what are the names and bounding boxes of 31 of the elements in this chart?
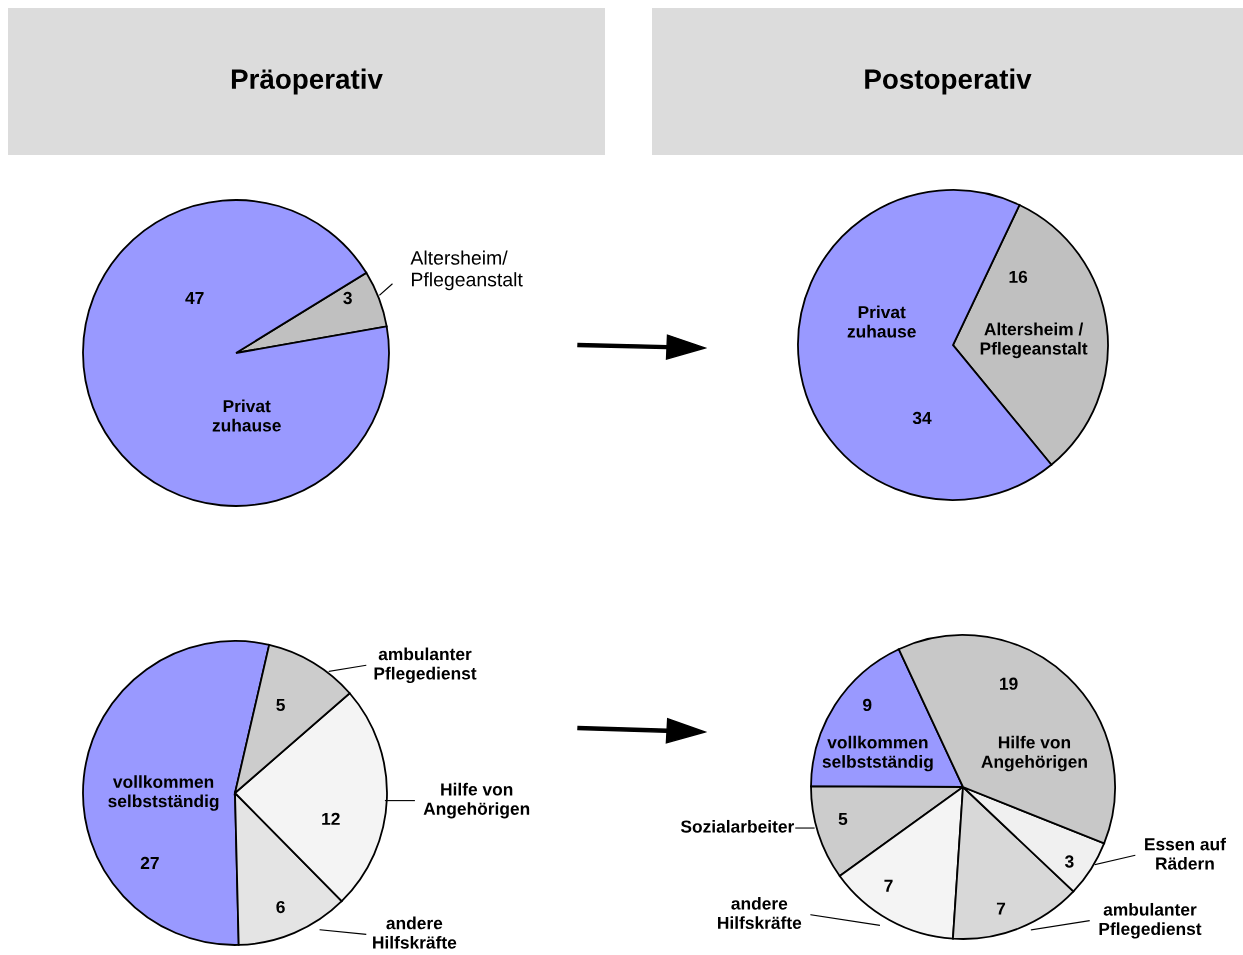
data-label: 12	[322, 812, 340, 825]
data-label: 34	[912, 411, 932, 425]
slice-label: Sozialarbeiter	[680, 819, 795, 833]
data-label: 6	[276, 900, 285, 914]
data-label: 3	[1064, 855, 1074, 868]
slice-label: Privat zuhause	[847, 305, 916, 338]
data-label: 5	[276, 698, 285, 712]
slice-label: vollkommen selbstständig	[108, 775, 219, 811]
data-label: 5	[838, 812, 848, 826]
data-label: 16	[1009, 270, 1028, 284]
data-label: 27	[140, 856, 159, 869]
chart-title: Postoperativ	[865, 68, 1032, 95]
chart-title: Präoperativ	[231, 68, 383, 95]
data-label: 9	[863, 698, 872, 712]
slice-label: Essen auf Rädern	[1145, 837, 1226, 870]
slice-label: vollkommen selbstständig	[822, 735, 933, 772]
data-label: 47	[185, 292, 204, 304]
slice-label: Altersheim / Pflegeanstalt	[980, 322, 1088, 359]
slice-label: Hilfe von Angehörigen	[981, 735, 1087, 772]
data-label: 7	[884, 879, 893, 892]
slice-label: Privat zuhause	[212, 399, 281, 432]
slice-label: Hilfe von Angehörigen	[423, 782, 530, 819]
data-label: 19	[1000, 677, 1018, 690]
slice-label: andere Hilfskräfte	[373, 916, 457, 949]
pie-slice	[82, 199, 390, 507]
data-label: 7	[996, 902, 1006, 915]
slice-label: ambulanter Pflegedienst	[374, 647, 477, 684]
slice-label: Altersheim/ Pflegeanstalt	[410, 250, 523, 291]
slice-label: andere Hilfskräfte	[718, 896, 802, 929]
data-label: 3	[343, 291, 352, 305]
slice-label: ambulanter Pflegedienst	[1099, 902, 1202, 939]
